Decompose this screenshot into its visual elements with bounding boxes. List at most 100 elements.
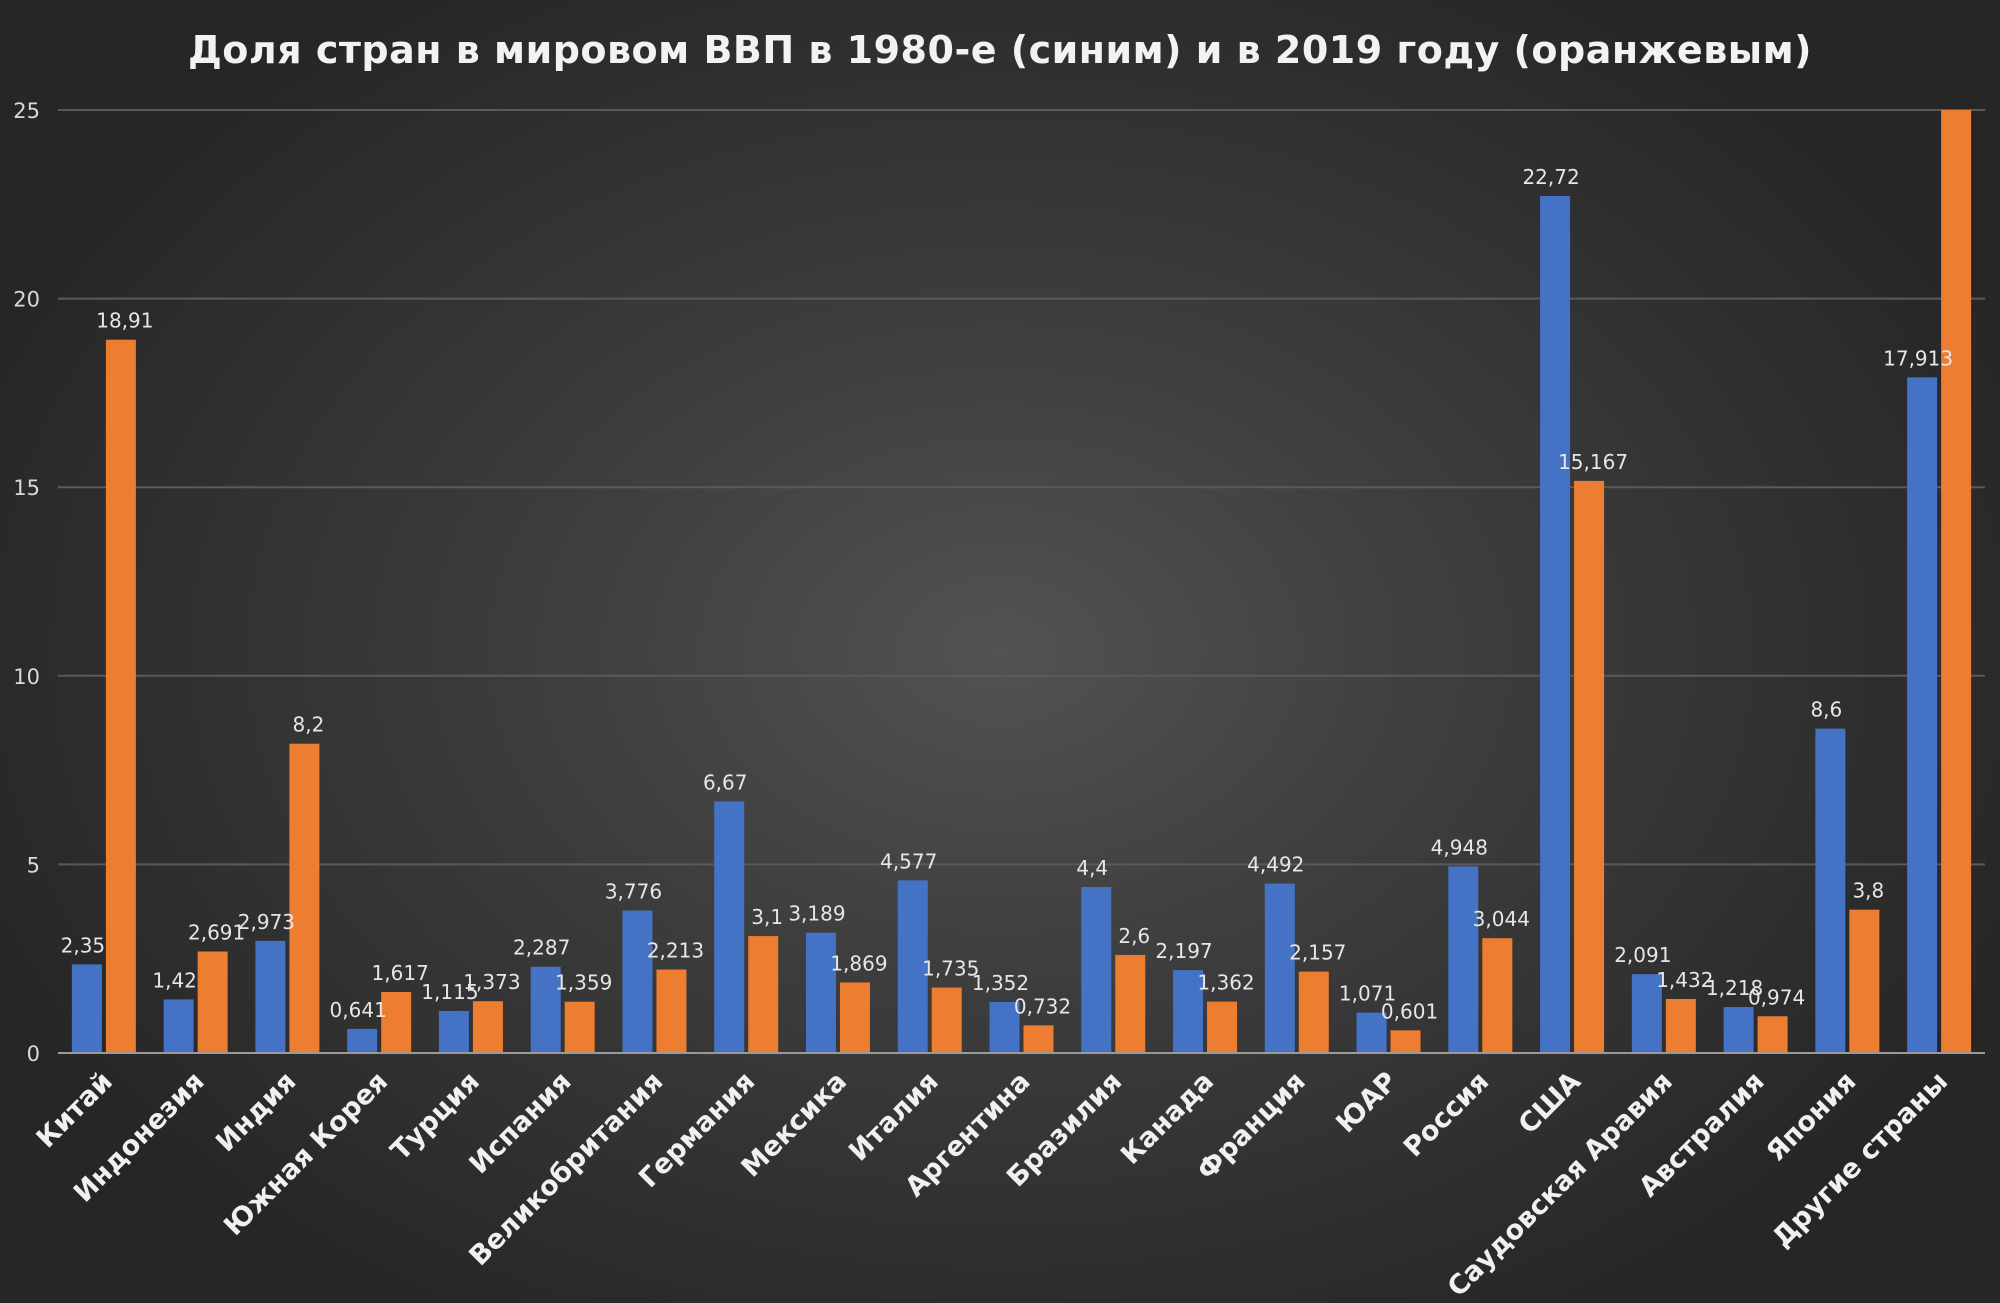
y-tick-label: 0 xyxy=(27,1042,40,1066)
bar-2019 xyxy=(1023,1025,1054,1053)
bar-1980 xyxy=(1815,728,1846,1053)
bar-2019 xyxy=(1574,480,1605,1053)
data-label-2019: 1,432 xyxy=(1656,968,1713,992)
bar-2019 xyxy=(656,969,687,1053)
data-label-2019: 0,974 xyxy=(1748,985,1805,1009)
chart-title: Доля стран в мировом ВВП в 1980-е (синим… xyxy=(188,28,1812,72)
bar-2019 xyxy=(105,339,136,1053)
data-label-2019: 3,8 xyxy=(1852,879,1884,903)
bar-2019 xyxy=(1390,1030,1421,1053)
bar-2019 xyxy=(197,951,228,1053)
data-label-1980: 1,42 xyxy=(152,968,197,992)
data-label-2019: 2,691 xyxy=(188,920,245,944)
data-label-1980: 4,948 xyxy=(1431,835,1488,859)
x-tick-label: Китай xyxy=(31,1066,119,1154)
bar-1980 xyxy=(1907,377,1938,1053)
bar-1980 xyxy=(530,966,561,1053)
bar-2019 xyxy=(839,982,870,1053)
data-label-2019: 2,157 xyxy=(1289,941,1346,965)
bar-1980 xyxy=(1631,974,1662,1053)
bar-1980 xyxy=(989,1002,1020,1053)
data-label-2019: 3,1 xyxy=(751,905,783,929)
data-label-1980: 22,72 xyxy=(1522,165,1579,189)
bar-1980 xyxy=(347,1028,378,1053)
bar-1980 xyxy=(1173,970,1204,1053)
bar-1980 xyxy=(163,999,194,1053)
bar-2019 xyxy=(381,992,412,1053)
bar-2019 xyxy=(1482,938,1513,1053)
data-label-1980: 8,6 xyxy=(1810,698,1842,722)
data-label-2019: 3,044 xyxy=(1473,907,1530,931)
bar-1980 xyxy=(1540,196,1571,1054)
data-label-2019: 2,213 xyxy=(647,939,704,963)
data-label-1980: 3,189 xyxy=(788,902,845,926)
data-label-1980: 17,913 xyxy=(1883,346,1953,370)
data-label-1980: 2,287 xyxy=(513,936,570,960)
data-label-2019: 1,617 xyxy=(372,961,429,985)
data-label-2019: 8,2 xyxy=(292,713,324,737)
data-label-1980: 2,35 xyxy=(61,933,106,957)
data-label-1980: 4,4 xyxy=(1076,856,1108,880)
data-label-1980: 1,218 xyxy=(1706,976,1763,1000)
data-label-2019: 1,373 xyxy=(463,970,520,994)
y-tick-label: 20 xyxy=(13,288,40,312)
data-label-2019: 18,91 xyxy=(96,309,153,333)
data-label-2019: 1,362 xyxy=(1197,971,1254,995)
data-label-1980: 1,115 xyxy=(421,980,478,1004)
y-tick-label: 25 xyxy=(13,99,40,123)
data-label-2019: 15,167 xyxy=(1558,450,1628,474)
x-tick-label: ЮАР xyxy=(1330,1066,1403,1139)
bar-1980 xyxy=(1448,866,1479,1053)
data-label-1980: 0,641 xyxy=(330,998,387,1022)
data-label-1980: 2,091 xyxy=(1614,943,1671,967)
bar-1980 xyxy=(805,932,836,1053)
bar-2019 xyxy=(1298,971,1329,1053)
bar-2019 xyxy=(1757,1016,1788,1053)
bar-2019 xyxy=(931,987,962,1053)
data-label-2019: 1,359 xyxy=(555,971,612,995)
bar-2019 xyxy=(1941,110,1972,1053)
x-tick-label: Россия xyxy=(1398,1066,1495,1163)
bar-1980 xyxy=(1723,1007,1754,1053)
bar-2019 xyxy=(472,1001,503,1053)
y-tick-label: 15 xyxy=(13,476,40,500)
data-label-1980: 1,071 xyxy=(1339,982,1396,1006)
data-label-1980: 4,492 xyxy=(1247,853,1304,877)
x-tick-label: США xyxy=(1513,1066,1587,1140)
data-label-1980: 1,352 xyxy=(972,971,1029,995)
y-tick-label: 5 xyxy=(27,853,40,877)
bar-2019 xyxy=(1849,909,1880,1053)
x-tick-label: Другие страны xyxy=(1767,1066,1954,1253)
bar-1980 xyxy=(714,801,745,1053)
data-label-1980: 3,776 xyxy=(605,880,662,904)
y-tick-label: 10 xyxy=(13,665,40,689)
bar-2019 xyxy=(1207,1001,1238,1053)
bar-1980 xyxy=(897,880,928,1053)
bar-1980 xyxy=(71,964,102,1053)
data-label-1980: 2,973 xyxy=(238,910,295,934)
x-tick-label: Южная Корея xyxy=(218,1066,394,1242)
data-label-2019: 1,735 xyxy=(922,957,979,981)
x-tick-label: Индия xyxy=(210,1066,302,1158)
gridlines xyxy=(58,109,1985,866)
data-label-1980: 6,67 xyxy=(703,770,748,794)
bars xyxy=(71,110,1972,1054)
bar-1980 xyxy=(1356,1012,1387,1053)
bar-1980 xyxy=(1081,887,1112,1053)
data-label-1980: 2,197 xyxy=(1155,939,1212,963)
bar-2019 xyxy=(1115,954,1146,1053)
bar-2019 xyxy=(1665,998,1696,1053)
bar-2019 xyxy=(564,1001,595,1053)
y-axis-ticks: 0 5 10 15 20 25 xyxy=(13,99,40,1066)
bar-1980 xyxy=(438,1010,469,1053)
bar-2019 xyxy=(748,936,779,1053)
bar-1980 xyxy=(1264,883,1295,1053)
data-label-2019: 0,601 xyxy=(1381,999,1438,1023)
data-label-2019: 1,869 xyxy=(830,952,887,976)
data-label-2019: 0,732 xyxy=(1014,994,1071,1018)
bar-2019 xyxy=(289,743,320,1053)
